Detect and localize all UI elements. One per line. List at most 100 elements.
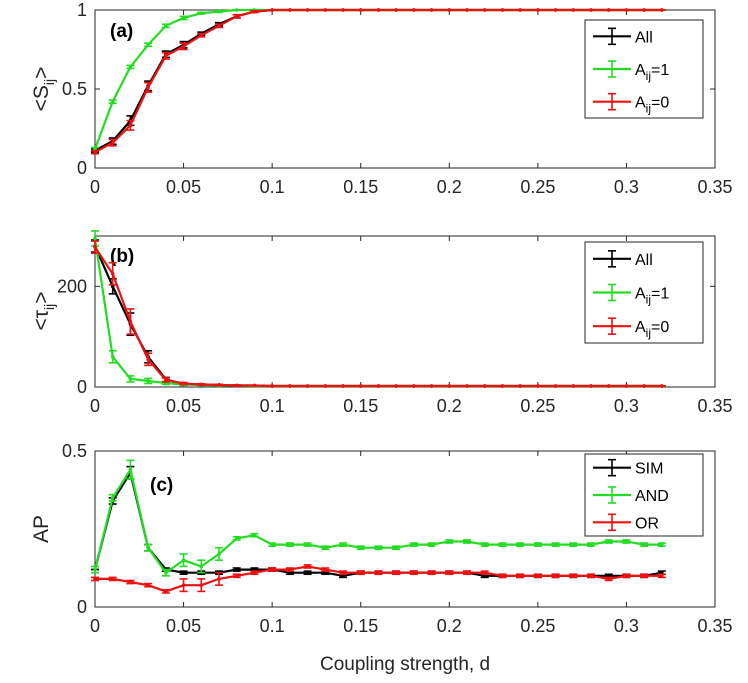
data-point (217, 383, 221, 387)
data-point (110, 355, 115, 359)
legend-label: Aij=0 (635, 319, 669, 340)
legend-label-main: A (635, 286, 646, 303)
data-point (518, 574, 522, 578)
data-point (110, 140, 115, 145)
data-point (234, 536, 239, 541)
data-point (110, 577, 115, 581)
data-point (234, 8, 239, 12)
legend-label: Aij=1 (635, 286, 669, 307)
legend-label-main: A (635, 62, 646, 79)
y-tick-label: 0 (77, 158, 87, 178)
legend-label-main: All (635, 252, 653, 269)
y-tick-label: 0.5 (62, 79, 87, 99)
data-point (394, 8, 398, 12)
x-tick-label: 0 (90, 616, 100, 636)
data-point (199, 11, 204, 15)
data-point (571, 8, 576, 12)
x-tick-label: 0.2 (437, 616, 462, 636)
data-point (323, 384, 328, 388)
data-point (589, 8, 593, 12)
data-point (234, 14, 239, 19)
data-point (128, 377, 133, 381)
data-point (589, 384, 593, 388)
x-tick-label: 0.15 (343, 396, 378, 416)
y-tick-label: 1 (77, 0, 87, 20)
data-point (589, 574, 593, 578)
data-point (660, 8, 664, 12)
series-line-all (93, 245, 662, 388)
data-point (606, 384, 611, 388)
y-axis-label: <τij> (30, 291, 57, 330)
panel-label: (c) (150, 475, 173, 496)
legend-label-tail: =1 (651, 286, 669, 303)
data-point (571, 542, 576, 547)
legend-label-main: A (635, 95, 646, 112)
data-point (358, 570, 363, 575)
data-point (518, 8, 522, 12)
data-point (536, 384, 540, 388)
data-point (305, 542, 310, 547)
series-line-and (93, 468, 662, 574)
data-point (181, 583, 186, 587)
data-point (376, 8, 381, 12)
data-point (93, 150, 97, 154)
data-point (624, 539, 629, 544)
x-tick-label: 0.35 (697, 616, 732, 636)
data-point (146, 357, 150, 362)
data-point (536, 574, 540, 578)
y-axis-label-main: AP (30, 515, 53, 543)
data-point (110, 99, 115, 104)
legend-label-main: All (635, 29, 653, 46)
data-point (500, 8, 505, 12)
data-point (305, 384, 310, 388)
data-point (606, 8, 611, 12)
data-point (589, 542, 593, 547)
x-tick-label: 0.3 (614, 396, 639, 416)
data-point (305, 570, 310, 575)
data-point (553, 8, 558, 12)
y-tick-label: 200 (57, 276, 87, 296)
data-point (341, 384, 345, 388)
data-point (270, 384, 274, 388)
legend-item: SIM (593, 458, 663, 478)
data-point (447, 570, 452, 575)
data-point (553, 574, 558, 578)
data-point (412, 570, 416, 575)
x-tick-label: 0 (90, 177, 100, 197)
data-point (93, 567, 97, 572)
x-tick-label: 0.3 (614, 616, 639, 636)
y-axis-label-close: > (30, 291, 53, 303)
x-tick-label: 0 (90, 396, 100, 416)
data-point (624, 574, 629, 578)
legend-item: Aij=1 (593, 283, 669, 307)
legend-item: Aij=0 (593, 92, 669, 116)
y-tick-label: 0 (77, 377, 87, 397)
data-point (642, 542, 646, 547)
legend-item: Aij=1 (593, 60, 669, 83)
data-point (606, 577, 611, 581)
legend-label-sub: ij (646, 102, 651, 116)
legend-label-tail: =0 (651, 95, 669, 112)
data-point (518, 542, 522, 547)
data-point (305, 564, 310, 569)
data-point (164, 378, 168, 382)
data-point (181, 16, 186, 20)
x-tick-label: 0.25 (520, 177, 555, 197)
data-point (93, 245, 97, 249)
legend-item: All (593, 27, 653, 46)
x-tick-label: 0.25 (520, 616, 555, 636)
legend-label-main: AND (635, 488, 669, 505)
x-tick-label: 0.2 (437, 396, 462, 416)
data-point (217, 9, 221, 14)
legend-label: AND (635, 488, 669, 505)
data-point (518, 384, 522, 388)
data-point (358, 545, 363, 550)
data-point (429, 542, 434, 547)
data-point (288, 567, 292, 572)
data-point (341, 570, 345, 575)
data-point (376, 570, 381, 575)
data-point (146, 583, 150, 587)
data-point (447, 384, 452, 388)
